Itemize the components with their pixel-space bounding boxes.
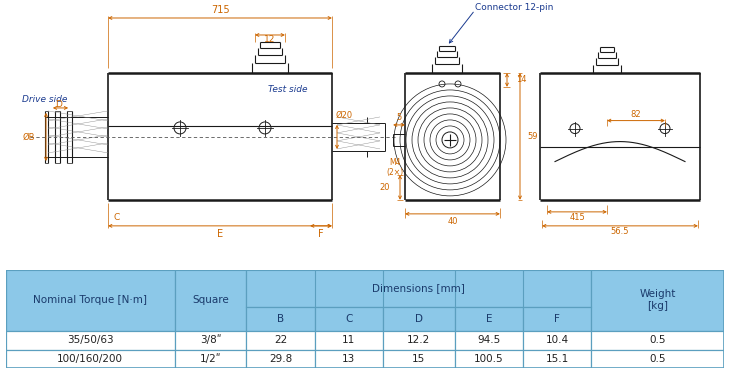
Text: Connector 12-pin: Connector 12-pin — [475, 3, 553, 13]
Text: 5: 5 — [396, 113, 402, 122]
Text: 12: 12 — [264, 35, 276, 45]
Bar — [383, 307, 455, 331]
Text: Ø20: Ø20 — [336, 110, 353, 119]
Text: 15: 15 — [412, 354, 426, 364]
Bar — [6, 350, 174, 368]
Bar — [6, 270, 174, 331]
Bar — [315, 331, 383, 350]
Bar — [523, 331, 591, 350]
Bar — [455, 307, 523, 331]
Text: 3/8ʺ: 3/8ʺ — [200, 335, 221, 345]
Bar — [455, 331, 523, 350]
Text: Drive side: Drive side — [22, 96, 67, 105]
Text: 415: 415 — [569, 214, 585, 222]
Bar — [174, 331, 247, 350]
Bar — [247, 331, 315, 350]
Text: 59: 59 — [527, 132, 537, 141]
Text: 10.4: 10.4 — [545, 335, 569, 345]
Text: F: F — [318, 229, 324, 239]
Text: E: E — [217, 229, 223, 239]
Text: M4
(2×): M4 (2×) — [386, 158, 404, 177]
Bar — [523, 307, 591, 331]
Text: 15.1: 15.1 — [545, 354, 569, 364]
Bar — [315, 307, 383, 331]
Text: Weight
[kg]: Weight [kg] — [639, 289, 676, 311]
Bar — [6, 331, 174, 350]
Text: ØB: ØB — [23, 132, 35, 141]
Text: 11: 11 — [342, 335, 356, 345]
Text: 13: 13 — [342, 354, 356, 364]
Text: 12.2: 12.2 — [407, 335, 431, 345]
Text: 1/2ʺ: 1/2ʺ — [200, 354, 221, 364]
Text: D: D — [55, 100, 63, 109]
Text: Nominal Torque [N·m]: Nominal Torque [N·m] — [34, 295, 147, 305]
Text: 715: 715 — [211, 5, 229, 15]
Bar — [591, 331, 724, 350]
Bar — [174, 350, 247, 368]
Text: Square: Square — [192, 295, 229, 305]
Text: D: D — [415, 314, 423, 324]
Text: Test side: Test side — [268, 86, 307, 94]
Bar — [247, 307, 315, 331]
Text: 40: 40 — [447, 217, 458, 227]
Text: 100.5: 100.5 — [474, 354, 504, 364]
Text: 82: 82 — [631, 110, 642, 119]
Text: 29.8: 29.8 — [269, 354, 292, 364]
Text: F: F — [554, 314, 560, 324]
Text: B: B — [277, 314, 284, 324]
Text: 0.5: 0.5 — [650, 354, 666, 364]
Bar — [383, 331, 455, 350]
Text: 100/160/200: 100/160/200 — [57, 354, 123, 364]
Bar — [455, 350, 523, 368]
Text: 22: 22 — [274, 335, 287, 345]
Text: 0.5: 0.5 — [650, 335, 666, 345]
Text: 20: 20 — [380, 183, 390, 192]
Bar — [174, 270, 247, 331]
Bar — [383, 350, 455, 368]
Text: 35/50/63: 35/50/63 — [67, 335, 114, 345]
Bar — [247, 350, 315, 368]
Bar — [591, 270, 724, 331]
Bar — [523, 350, 591, 368]
Text: C: C — [114, 214, 120, 222]
Bar — [315, 350, 383, 368]
Text: 94.5: 94.5 — [477, 335, 501, 345]
Text: C: C — [345, 314, 353, 324]
Text: 14: 14 — [516, 76, 526, 84]
Text: 56.5: 56.5 — [611, 227, 629, 236]
Bar — [247, 270, 591, 307]
Text: Dimensions [mm]: Dimensions [mm] — [372, 283, 465, 294]
Bar — [591, 350, 724, 368]
Text: E: E — [485, 314, 492, 324]
